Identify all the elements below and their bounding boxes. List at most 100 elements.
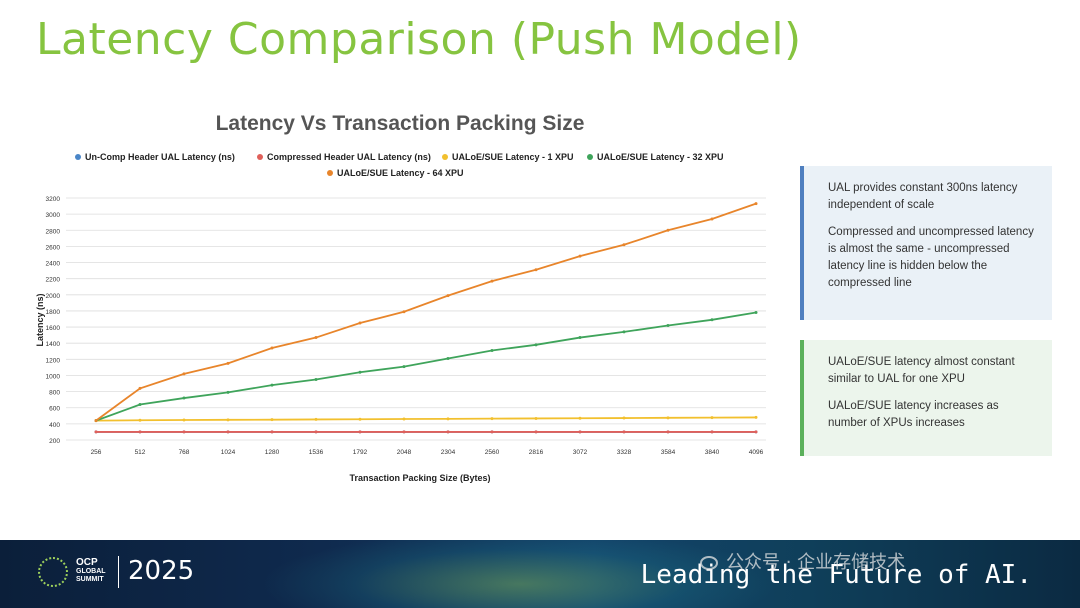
ualoe-callout: UALoE/SUE latency almost constant simila…: [800, 340, 1052, 456]
chart-legend: Un-Comp Header UAL Latency (ns) Compresse…: [75, 152, 724, 178]
footer-divider: [118, 556, 119, 588]
data-point: [402, 417, 406, 421]
data-point: [138, 418, 142, 422]
data-point: [622, 243, 626, 247]
data-point: [358, 430, 362, 434]
data-point: [490, 417, 494, 421]
data-point: [534, 416, 538, 420]
x-axis-label: Transaction Packing Size (Bytes): [349, 473, 490, 483]
data-point: [534, 430, 538, 434]
data-point: [534, 343, 538, 347]
data-point: [754, 202, 758, 206]
legend-marker: [257, 154, 263, 160]
series-line-3: [95, 311, 757, 422]
y-axis-label: Latency (ns): [35, 293, 45, 346]
series-lines: [94, 202, 758, 434]
y-tick-label: 2000: [46, 293, 61, 300]
legend-label: UALoE/SUE Latency - 1 XPU: [452, 152, 574, 162]
x-tick-label: 2304: [441, 449, 456, 456]
x-tick-label: 1280: [265, 449, 280, 456]
data-point: [490, 348, 494, 352]
legend-marker: [442, 154, 448, 160]
data-point: [270, 346, 274, 350]
data-point: [314, 417, 318, 421]
x-tick-label: 3072: [573, 449, 588, 456]
ual-callout: UAL provides constant 300ns latency inde…: [800, 166, 1052, 320]
logo-line-global: GLOBAL: [76, 568, 106, 575]
y-tick-label: 400: [49, 422, 60, 429]
y-tick-label: 600: [49, 406, 60, 413]
data-point: [578, 336, 582, 340]
data-point: [182, 418, 186, 422]
y-tick-label: 1800: [46, 309, 61, 316]
data-point: [314, 336, 318, 340]
y-tick-label: 200: [49, 438, 60, 445]
data-point: [182, 430, 186, 434]
footer-banner: OCP GLOBAL SUMMIT 2025 Leading the Futur…: [0, 540, 1080, 608]
data-point: [666, 430, 670, 434]
ocp-logo-icon: [38, 557, 68, 587]
data-point: [358, 370, 362, 374]
y-tick-label: 1400: [46, 341, 61, 348]
data-point: [226, 361, 230, 365]
data-point: [358, 417, 362, 421]
data-point: [402, 365, 406, 369]
x-tick-label: 768: [179, 449, 190, 456]
x-axis-ticks: 256 512 768 1024 1280 1536 1792 2048 2304 2560 281…: [91, 449, 764, 456]
chart-grid: [66, 197, 766, 441]
data-point: [94, 419, 98, 423]
legend-label: UALoE/SUE Latency - 64 XPU: [337, 168, 464, 178]
data-point: [270, 418, 274, 422]
data-point: [710, 430, 714, 434]
legend-label: UALoE/SUE Latency - 32 XPU: [597, 152, 724, 162]
ual-callout-line2: Compressed and uncompressed latency is a…: [828, 226, 1034, 289]
ualoe-callout-line2: UALoE/SUE latency increases as number of…: [828, 400, 999, 429]
y-tick-label: 2800: [46, 228, 61, 235]
data-point: [710, 318, 714, 322]
y-tick-label: 3000: [46, 212, 61, 219]
data-point: [710, 217, 714, 221]
data-point: [754, 430, 758, 434]
y-tick-label: 1000: [46, 373, 61, 380]
footer-year: 2025: [128, 556, 195, 586]
data-point: [314, 430, 318, 434]
data-point: [578, 254, 582, 258]
series-line-2: [95, 416, 757, 422]
data-point: [446, 294, 450, 298]
y-axis-ticks: 200 400 600 800 1000 1200 1400 1600 1800 2000 2200…: [46, 196, 61, 445]
y-tick-label: 3200: [46, 196, 61, 203]
data-point: [666, 416, 670, 420]
data-point: [622, 430, 626, 434]
data-point: [138, 430, 142, 434]
x-tick-label: 1536: [309, 449, 324, 456]
series-line-4: [95, 202, 757, 422]
x-tick-label: 3584: [661, 449, 676, 456]
y-tick-label: 800: [49, 390, 60, 397]
data-point: [578, 416, 582, 420]
watermark-text: 公众号 · 企业存储技术: [726, 552, 906, 573]
x-tick-label: 1792: [353, 449, 368, 456]
data-point: [622, 416, 626, 420]
data-point: [402, 430, 406, 434]
data-point: [270, 430, 274, 434]
y-tick-label: 1200: [46, 357, 61, 364]
data-point: [94, 430, 98, 434]
data-point: [710, 416, 714, 420]
ual-callout-line1: UAL provides constant 300ns latency inde…: [828, 182, 1018, 211]
data-point: [622, 330, 626, 334]
data-point: [446, 417, 450, 421]
y-tick-label: 2200: [46, 277, 61, 284]
data-point: [446, 430, 450, 434]
y-tick-label: 2400: [46, 261, 61, 268]
legend-marker: [75, 154, 81, 160]
logo-line-ocp: OCP: [76, 557, 98, 568]
data-point: [138, 386, 142, 390]
x-tick-label: 4096: [749, 449, 764, 456]
y-tick-label: 2600: [46, 244, 61, 251]
x-tick-label: 3328: [617, 449, 632, 456]
data-point: [402, 310, 406, 314]
x-tick-label: 512: [135, 449, 146, 456]
x-tick-label: 1024: [221, 449, 236, 456]
data-point: [138, 403, 142, 407]
data-point: [182, 396, 186, 400]
